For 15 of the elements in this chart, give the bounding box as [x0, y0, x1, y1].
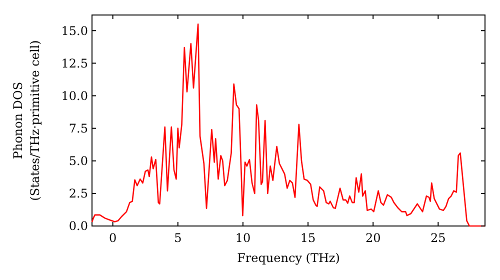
y-tick-label: 15.0	[61, 24, 88, 38]
x-tick-label: 10	[235, 231, 251, 245]
y-tick-label: 0.0	[68, 219, 88, 234]
x-tick-label: 15	[300, 231, 316, 245]
y-tick-label: 10.0	[61, 88, 88, 103]
x-axis-title: Frequency (THz)	[237, 251, 340, 265]
y-axis-title: Phonon DOS (States/THz·primitive cell)	[11, 40, 42, 201]
y-tick-label: 5.0	[68, 154, 88, 168]
y-tick-label: 2.5	[68, 186, 88, 201]
y-tick-label: 12.5	[61, 56, 88, 70]
x-tick-label: 0	[109, 231, 117, 245]
x-tick-label: 20	[365, 231, 381, 245]
x-tick-label: 5	[174, 231, 182, 245]
x-tick-label: 25	[430, 231, 446, 245]
y-tick-label: 7.5	[68, 122, 88, 136]
